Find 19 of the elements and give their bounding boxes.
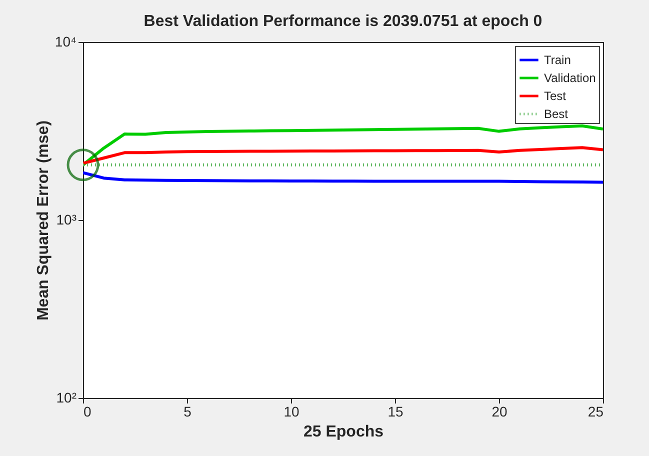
x-tick-label: 20 (492, 404, 508, 420)
legend-label: Best (544, 107, 569, 121)
legend-label: Validation (544, 71, 596, 85)
line-series (83, 124, 603, 166)
chart-title: Best Validation Performance is 2039.0751 at epoch 0 (144, 13, 542, 30)
x-tick-label: 25 (588, 404, 604, 420)
x-tick-label: 5 (184, 404, 192, 420)
y-tick-label: 10² (56, 390, 77, 406)
legend-label: Train (544, 53, 571, 67)
x-tick-label: 10 (284, 404, 300, 420)
legend-label: Test (544, 89, 567, 103)
x-tick-label: 0 (84, 404, 92, 420)
y-axis-title: Mean Squared Error (mse) (34, 120, 52, 321)
line-series (83, 171, 603, 184)
y-tick-label: 10³ (56, 212, 77, 228)
y-tick-label: 10⁴ (54, 34, 76, 50)
x-tick-label: 15 (388, 404, 404, 420)
x-axis-title: 25 Epochs (303, 424, 384, 440)
line-series (83, 146, 603, 165)
